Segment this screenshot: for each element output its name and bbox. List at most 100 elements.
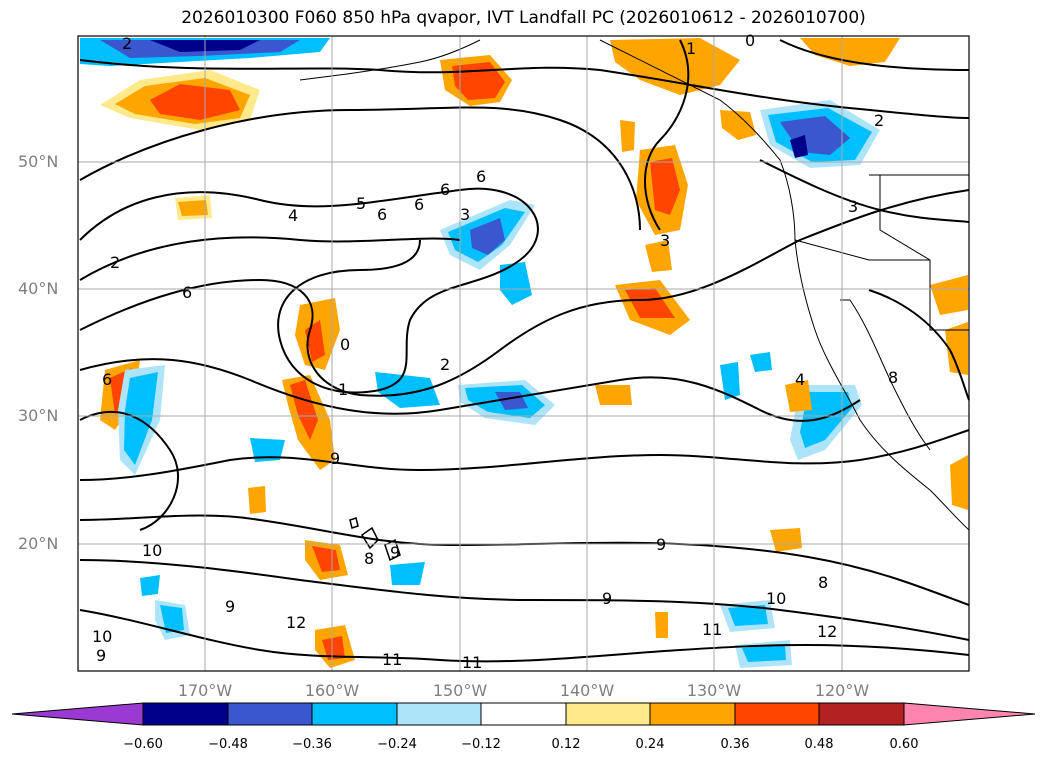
contour-label: 6 — [182, 283, 192, 302]
lon-label: 130°W — [686, 681, 742, 700]
contour-label: 8 — [818, 573, 828, 592]
colorbar-segment — [227, 702, 313, 726]
negative-anomaly-shade — [728, 605, 768, 626]
contour-label: 4 — [288, 206, 298, 225]
lat-label: 20°N — [18, 534, 59, 553]
positive-anomaly-shade — [150, 84, 240, 120]
positive-anomaly-shade — [610, 38, 740, 95]
contour-label: 6 — [440, 180, 450, 199]
colorbar-segment — [142, 702, 229, 726]
negative-anomaly-shade — [124, 372, 158, 465]
negative-anomaly-shade — [500, 262, 532, 305]
lon-label: 150°W — [432, 681, 488, 700]
contour-label: 9 — [225, 597, 235, 616]
contour-label: 9 — [330, 449, 340, 468]
contour-label: 1 — [686, 39, 696, 58]
contour-label: 2 — [110, 253, 120, 272]
contour-label: 11 — [382, 650, 402, 669]
colorbar-tick-label: −0.60 — [123, 737, 163, 752]
contour-label: 4 — [795, 370, 805, 389]
contour-label: 12 — [286, 613, 306, 632]
negative-anomaly-shade — [470, 218, 505, 255]
positive-anomaly-shade — [655, 612, 668, 638]
negative-anomaly-shade — [742, 645, 786, 662]
contour-label: 12 — [817, 622, 837, 641]
contour-label: 0 — [745, 31, 755, 50]
colorbar-segment — [565, 702, 651, 726]
colorbar-tick-label: −0.24 — [377, 737, 417, 752]
negative-anomaly-shade — [790, 135, 808, 158]
positive-anomaly-shade — [650, 158, 680, 215]
contour-label: 2 — [874, 111, 884, 130]
positive-anomaly-shade — [800, 38, 900, 66]
contour-label: 0 — [340, 335, 350, 354]
gridlines — [78, 36, 969, 671]
contour-label: 3 — [460, 205, 470, 224]
contour-label: 6 — [377, 205, 387, 224]
colorbar — [11, 702, 1036, 726]
contour-label: 5 — [356, 194, 366, 213]
colorbar-tick-label: 0.12 — [551, 737, 581, 752]
positive-anomaly-shade — [290, 380, 318, 440]
contour-label: 8 — [888, 368, 898, 387]
colorbar-segment — [734, 702, 820, 726]
plot-frame — [77, 35, 970, 672]
positive-anomaly-shade — [930, 275, 968, 315]
contour-label: 6 — [414, 195, 424, 214]
colorbar-extend-right — [903, 702, 1036, 726]
lon-label: 160°W — [304, 681, 360, 700]
positive-anomaly-shade — [625, 288, 675, 318]
lat-label: 30°N — [18, 406, 59, 425]
contour-label: 3 — [848, 197, 858, 216]
colorbar-tick-label: −0.36 — [292, 737, 332, 752]
contour-label: 6 — [476, 167, 486, 186]
lat-label: 50°N — [18, 152, 59, 171]
contour-label: 10 — [92, 627, 112, 646]
positive-anomaly-shade — [322, 636, 345, 660]
contour-label: 8 — [364, 549, 374, 568]
negative-anomaly-shade — [750, 352, 772, 372]
colorbar-segment — [396, 702, 482, 726]
positive-anomaly-shade — [620, 120, 635, 152]
colorbar-tick-label: 0.24 — [635, 737, 665, 752]
positive-anomaly-shade — [645, 240, 672, 272]
contour-label: 6 — [102, 370, 112, 389]
positive-anomaly-shade — [178, 200, 208, 216]
contour-label: 2 — [122, 34, 132, 53]
colorbar-tick-label: −0.12 — [461, 737, 501, 752]
colorbar-tick-label: 0.48 — [804, 737, 834, 752]
negative-anomaly-shade — [800, 392, 852, 448]
negative-anomaly-shade — [375, 372, 440, 408]
negative-anomaly-shade — [390, 562, 425, 585]
contour-label: 2 — [440, 355, 450, 374]
negative-anomaly-shade — [140, 575, 160, 596]
contour-label: 11 — [462, 653, 482, 672]
contour-label: 9 — [656, 535, 666, 554]
colorbar-tick-label: −0.48 — [208, 737, 248, 752]
negative-anomaly-shade — [160, 605, 184, 633]
contour-label: 1 — [338, 380, 348, 399]
contour-label: 9 — [390, 543, 400, 562]
positive-anomaly-shade — [248, 486, 266, 514]
contour-label: 9 — [602, 589, 612, 608]
negative-anomaly-shade — [720, 362, 740, 400]
contour-label: 3 — [660, 231, 670, 250]
lat-label: 40°N — [18, 279, 59, 298]
negative-anomaly-shade — [250, 438, 285, 462]
contour-labels: 2 1 0 2 4 5 6 6 6 6 3 2 6 3 3 1 2 6 0 9 … — [92, 31, 898, 672]
colorbar-segment — [649, 702, 736, 726]
positive-anomaly-shade — [720, 110, 756, 140]
lon-label: 140°W — [559, 681, 615, 700]
positive-anomaly-shade — [770, 528, 802, 552]
positive-anomaly-shade — [785, 380, 812, 412]
positive-anomaly-shade — [945, 322, 968, 375]
colorbar-tick-label: 0.60 — [889, 737, 919, 752]
contour-label: 10 — [766, 589, 786, 608]
colorbar-segment — [818, 702, 905, 726]
map-title: 2026010300 F060 850 hPa qvapor, IVT Land… — [181, 8, 866, 28]
contour-label: 10 — [142, 541, 162, 560]
lon-label: 120°W — [814, 681, 870, 700]
contour-label: 9 — [96, 646, 106, 665]
colorbar-segment — [480, 702, 567, 726]
